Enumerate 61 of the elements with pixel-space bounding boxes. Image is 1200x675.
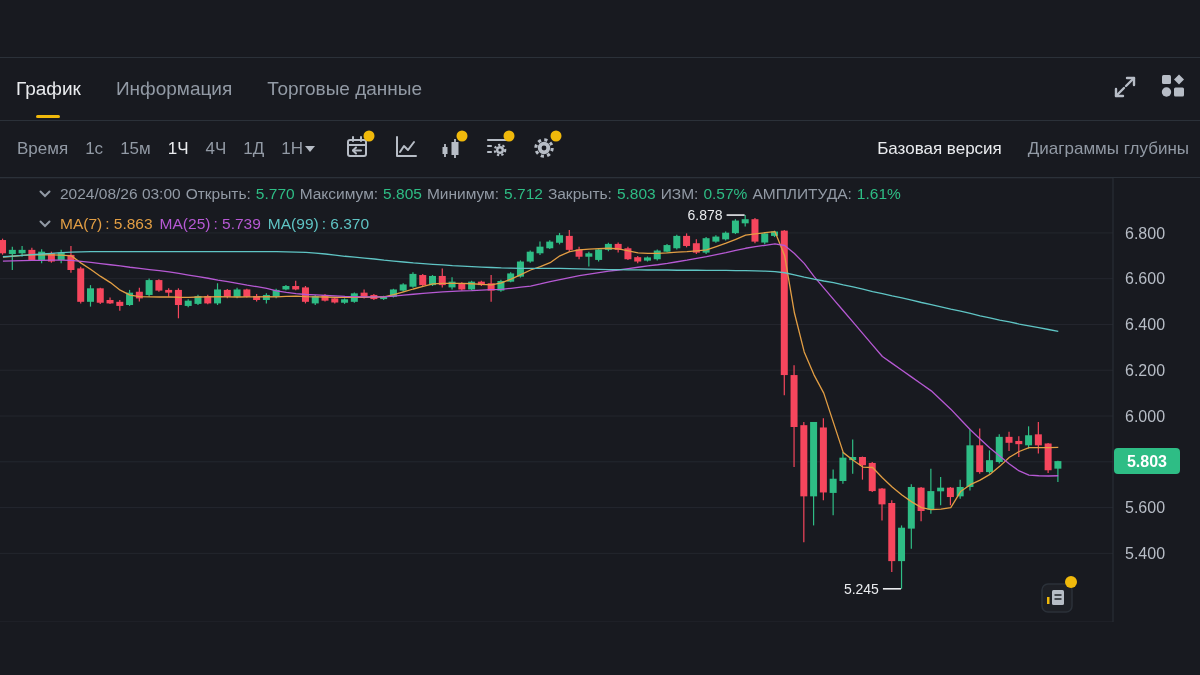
text: 5.803 — [1126, 452, 1168, 470]
candlestick — [1025, 425, 1033, 450]
text: Время — [17, 139, 69, 159]
line-series — [2, 251, 1059, 332]
candlestick — [1005, 431, 1013, 452]
annotation: 5.712 — [504, 185, 543, 203]
line-series — [2, 230, 1059, 511]
annotation: : 5.739 — [213, 215, 261, 233]
candlestick — [946, 486, 954, 506]
y-tick-label: 5.600 — [1125, 499, 1166, 517]
annotation: Максимум: — [299, 185, 379, 203]
candlestick — [565, 229, 573, 253]
annotation: 5.770 — [255, 185, 295, 203]
text: 1с — [85, 139, 104, 159]
text: Диаграммы глубины — [1027, 139, 1189, 159]
text: 15м — [120, 139, 151, 159]
annotation: Открыть: — [185, 185, 251, 203]
series-label: MA(99) — [267, 215, 319, 233]
text: Базовая версия — [877, 139, 1002, 159]
candlestick — [1015, 435, 1023, 458]
text: 4Ч — [205, 139, 227, 159]
annotation: 5.245 — [843, 580, 880, 597]
text: 1Н — [281, 139, 304, 159]
candlestick — [839, 451, 847, 485]
annotation: Минимум: — [426, 185, 500, 203]
candlestick — [751, 217, 759, 244]
annotation: 0.57% — [703, 185, 748, 203]
text: MA(25) — [159, 215, 211, 233]
candlestick — [86, 284, 94, 308]
annotation: : 5.863 — [105, 215, 153, 233]
annotation: 1.61% — [856, 185, 901, 203]
y-tick-label: 6.400 — [1125, 316, 1166, 334]
series-label: MA(7) — [60, 215, 103, 233]
candlestick — [927, 468, 935, 515]
text: График — [16, 78, 81, 100]
annotation: ИЗМ: — [660, 185, 699, 203]
candlestick — [878, 487, 886, 521]
y-tick-label: 6.000 — [1125, 407, 1166, 425]
text: Информация — [115, 78, 233, 100]
annotation: Закрыть: — [547, 185, 612, 203]
annotation: 5.803 — [616, 185, 656, 203]
candlestick — [917, 486, 925, 522]
line-series — [2, 243, 1059, 477]
y-tick-label: 6.200 — [1125, 361, 1166, 379]
candlestick — [145, 277, 153, 298]
candlestick — [829, 468, 837, 516]
text: 1Д — [243, 139, 265, 159]
y-tick-label: 6.800 — [1125, 224, 1166, 242]
annotation: 6.878 — [687, 206, 723, 223]
annotation: : 6.370 — [321, 215, 370, 233]
annotation: АМПЛИТУДА: — [752, 185, 852, 203]
annotation: 5.805 — [383, 185, 422, 203]
candlestick — [985, 449, 993, 475]
y-tick-label: 5.400 — [1125, 545, 1166, 563]
candlestick — [174, 287, 182, 319]
text: 1Ч — [167, 139, 189, 159]
candlestick — [8, 246, 16, 271]
annotation: 2024/08/26 03:00 — [60, 185, 181, 203]
y-tick-label: 6.600 — [1125, 270, 1166, 288]
text: Торговые данные — [267, 78, 423, 100]
candlestick — [1034, 421, 1042, 455]
